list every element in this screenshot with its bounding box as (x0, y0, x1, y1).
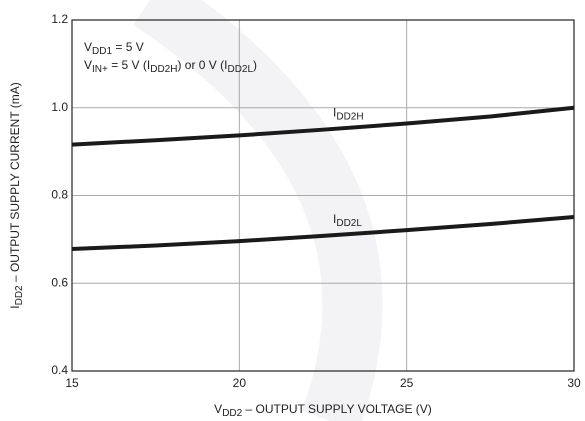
y-axis-label-part: DD2 (14, 285, 25, 305)
plot-frame (71, 19, 575, 372)
x-tick-label: 30 (567, 376, 581, 390)
series-label-part: DD2L (336, 218, 362, 229)
y-tick-label: 0.8 (51, 188, 68, 202)
annotation-part: ) (253, 58, 257, 72)
series-line (71, 215, 575, 252)
series-label: IDD2H (333, 106, 364, 122)
y-tick-label: 1.2 (51, 12, 68, 26)
x-axis-label-part: V (214, 402, 222, 416)
annotation: VIN+ = 5 V (IDD2H) or 0 V (IDD2L) (84, 58, 257, 74)
x-axis-label-part: – OUTPUT SUPPLY VOLTAGE (V) (242, 402, 432, 416)
annotation-part: = 5 V (I (108, 58, 150, 72)
annotation-part: V (84, 40, 92, 54)
annotation-part: = 5 V (112, 40, 144, 54)
series-line (71, 105, 575, 147)
y-tick-label: 0.6 (51, 275, 68, 289)
x-tick-label: 20 (233, 376, 247, 390)
annotation-part: IN+ (92, 64, 108, 75)
annotation: VDD1 = 5 V (84, 40, 144, 56)
x-axis-label-part: DD2 (222, 408, 242, 419)
x-tick-label: 25 (400, 376, 414, 390)
y-axis-label-part: I (8, 305, 22, 308)
annotation-part: ) or 0 V (I (177, 58, 227, 72)
annotation-part: DD2H (150, 64, 177, 75)
series-label-part: I (333, 212, 336, 226)
y-axis-label-part: – OUTPUT SUPPLY CURRENT (mA) (8, 82, 22, 285)
annotation-part: DD1 (92, 46, 112, 57)
y-axis-label: IDD2 – OUTPUT SUPPLY CURRENT (mA) (8, 82, 24, 309)
y-tick-label: 0.4 (51, 363, 68, 377)
series-label-part: DD2H (336, 111, 363, 122)
x-tick-label: 15 (65, 376, 79, 390)
annotation-part: DD2L (227, 64, 253, 75)
series-label: IDD2L (333, 212, 362, 228)
x-axis-label: VDD2 – OUTPUT SUPPLY VOLTAGE (V) (214, 402, 432, 418)
series-label-part: I (333, 106, 336, 120)
y-tick-label: 1.0 (51, 100, 68, 114)
annotation-part: V (84, 58, 92, 72)
